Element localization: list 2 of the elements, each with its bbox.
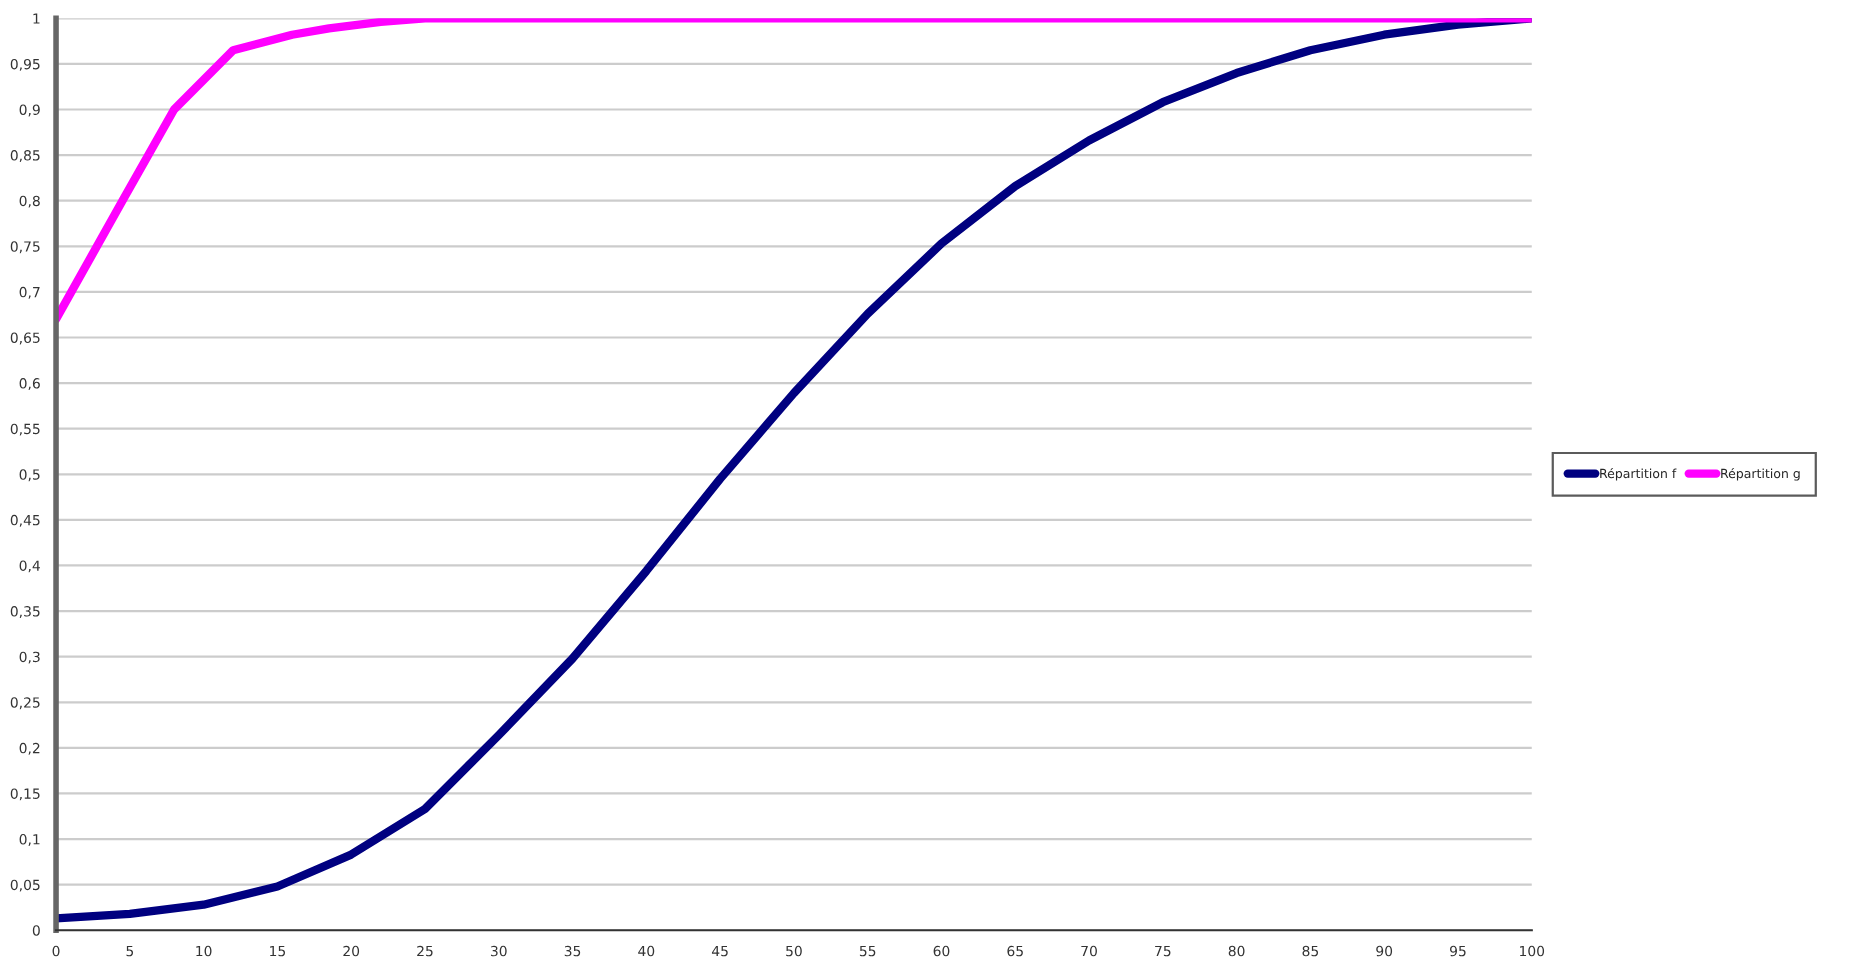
line-series bbox=[56, 18, 1532, 923]
line-series bbox=[56, 18, 1532, 324]
